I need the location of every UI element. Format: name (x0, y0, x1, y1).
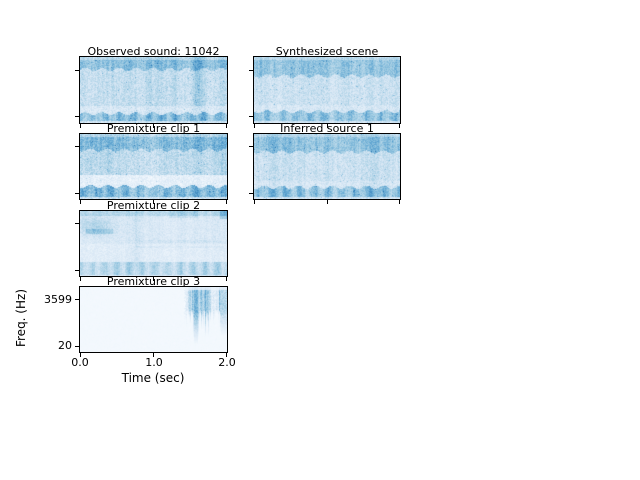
y-tick-label-3599: 3599 (44, 293, 72, 306)
panel-title: Synthesized scene (275, 45, 379, 58)
x-tick-mark (254, 200, 255, 204)
panel-title: Inferred source 1 (280, 122, 374, 135)
x-tick-mark (226, 277, 227, 281)
y-tick-mark (75, 116, 79, 117)
y-tick-mark (75, 346, 79, 347)
x-tick-mark (153, 353, 154, 357)
x-tick-mark (153, 124, 154, 128)
spectrogram-canvas (80, 287, 227, 352)
panel-frame (79, 56, 228, 124)
panel-frame (79, 210, 228, 277)
x-tick-mark (399, 124, 400, 128)
x-tick-label-0.0: 0.0 (71, 356, 89, 369)
y-tick-mark (249, 116, 253, 117)
x-tick-mark (399, 200, 400, 204)
y-tick-mark (249, 193, 253, 194)
spectrogram-canvas (254, 134, 400, 199)
spectrogram-canvas (80, 57, 227, 123)
y-tick-mark (249, 70, 253, 71)
x-tick-mark (327, 124, 328, 128)
x-tick-mark (80, 277, 81, 281)
panel-frame (79, 286, 228, 353)
x-tick-label-1.0: 1.0 (145, 356, 163, 369)
x-tick-mark (80, 124, 81, 128)
panel-title: Premixture clip 1 (106, 122, 201, 135)
y-axis-label: Freq. (Hz) (14, 289, 28, 348)
panel-frame (79, 133, 228, 200)
y-tick-mark (75, 146, 79, 147)
x-tick-mark (80, 200, 81, 204)
y-tick-mark (75, 70, 79, 71)
x-tick-mark (226, 124, 227, 128)
y-tick-mark (75, 193, 79, 194)
x-tick-mark (254, 124, 255, 128)
panel-title: Premixture clip 2 (106, 199, 201, 212)
panel-frame (253, 56, 401, 124)
panel-title: Observed sound: 11042 (87, 45, 220, 58)
y-tick-label-20: 20 (58, 339, 72, 352)
x-tick-mark (80, 353, 81, 357)
panel-title: Premixture clip 3 (106, 275, 201, 288)
y-tick-mark (75, 223, 79, 224)
x-tick-label-2.0: 2.0 (218, 356, 236, 369)
y-tick-mark (75, 299, 79, 300)
spectrogram-canvas (254, 57, 400, 123)
x-tick-mark (327, 200, 328, 204)
x-axis-label: Time (sec) (121, 371, 185, 385)
spectrogram-canvas (80, 134, 227, 199)
y-tick-mark (75, 270, 79, 271)
spectrogram-canvas (80, 211, 227, 276)
x-tick-mark (153, 277, 154, 281)
x-tick-mark (226, 200, 227, 204)
x-tick-mark (153, 200, 154, 204)
panel-frame (253, 133, 401, 200)
y-tick-mark (249, 146, 253, 147)
x-tick-mark (226, 353, 227, 357)
